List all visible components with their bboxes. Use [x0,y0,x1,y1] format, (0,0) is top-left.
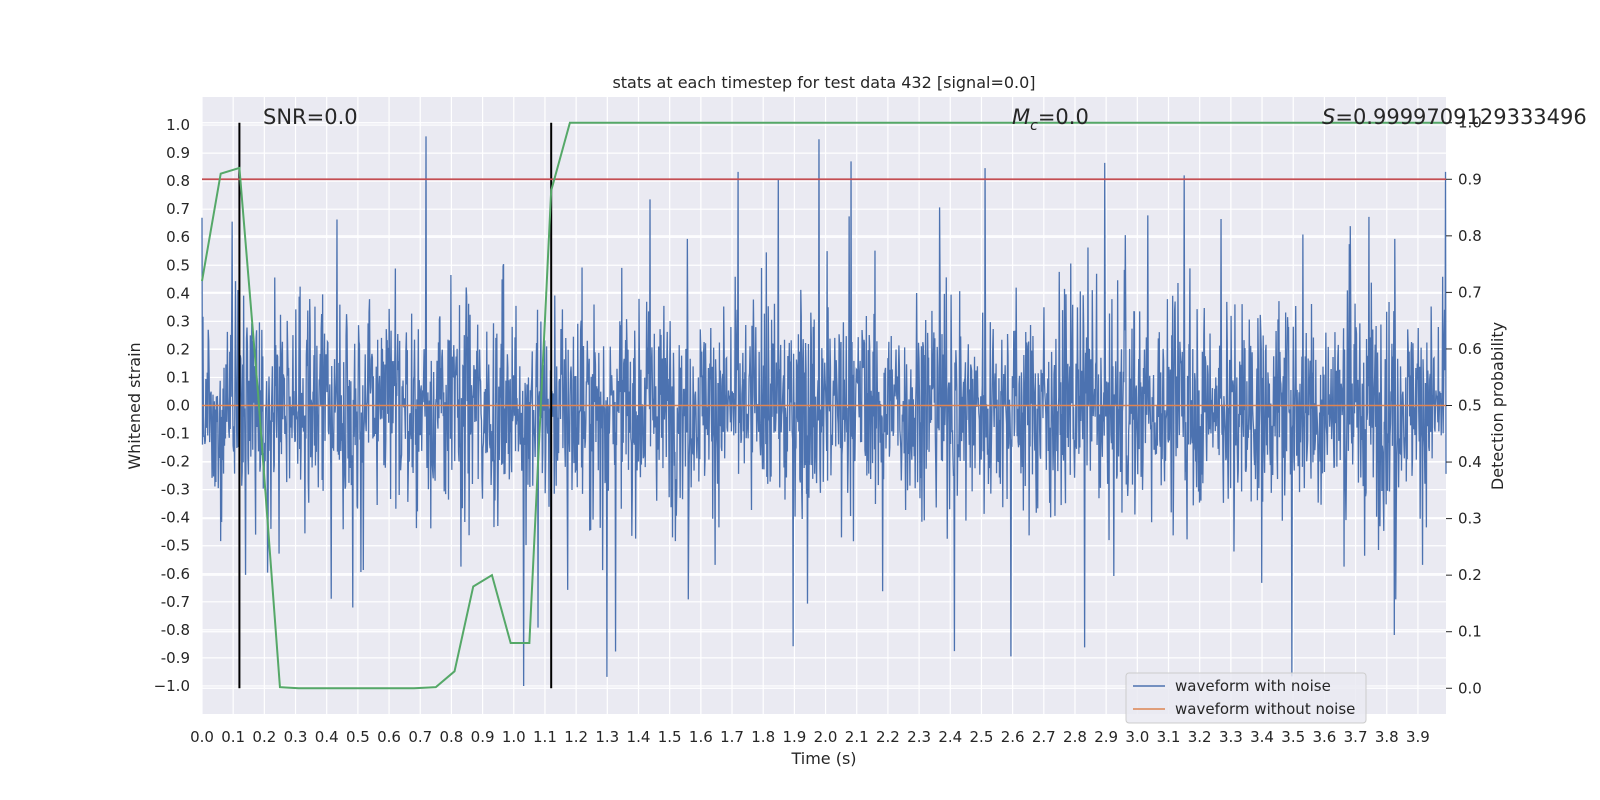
y2-tick-label: 0.7 [1458,283,1482,301]
y-tick-label: 0.6 [166,228,190,246]
y-tick-label: -0.6 [161,565,190,583]
legend-label-clean: waveform without noise [1175,700,1355,718]
y-tick-label: 0.2 [166,340,190,358]
x-tick-label: 0.9 [471,728,495,746]
y2-tick-labels: 1.0 0.9 0.8 0.7 0.6 0.5 0.4 0.3 0.2 0.1 0.0 [1446,114,1482,697]
y-tick-label: 0.3 [166,312,190,330]
legend-box [1125,672,1367,724]
x-tick-label: 0.2 [252,728,276,746]
x-tick-label: 3.3 [1219,728,1243,746]
x-tick-label: 0.3 [284,728,308,746]
y2-tick-label: 0.6 [1458,340,1482,358]
legend: waveform with noise waveform without noi… [1125,672,1367,724]
x-tick-label: 2.9 [1094,728,1118,746]
x-tick-label: 2.2 [876,728,900,746]
snr-annotation: SNR=0.0 [263,105,358,129]
series-detection-probability [201,121,1446,690]
x-tick-label: 0.0 [190,728,214,746]
y2-tick-label: 0.0 [1458,679,1482,697]
y-tick-label: -0.2 [161,453,190,471]
y2-tick-label: 0.9 [1458,170,1482,188]
x-tick-label: 0.6 [377,728,401,746]
x-tick-label: 3.7 [1344,728,1368,746]
y-tick-label: -0.9 [161,649,190,667]
x-tick-label: 3.1 [1157,728,1181,746]
x-tick-label: 1.4 [627,728,651,746]
y2-tick-label: 0.4 [1458,453,1482,471]
y-tick-label: 0.4 [166,284,190,302]
x-tick-label: 2.0 [814,728,838,746]
y2-tick-label: 1.0 [1458,114,1482,132]
x-tick-label: 1.5 [658,728,682,746]
y-tick-label: 0.5 [166,256,190,274]
x-tick-labels: 0.0 0.1 0.2 0.3 0.4 0.5 0.6 0.7 0.8 0.9 1.0 1.1 1.2 1… [190,728,1430,746]
detection-probability-line [201,121,1446,690]
x-tick-label: 0.8 [439,728,463,746]
x-tick-label: 3.4 [1250,728,1274,746]
x-axis-label: Time (s) [790,749,856,768]
y-tick-labels: 1.0 0.9 0.8 0.7 0.6 0.5 0.4 0.3 0.2 0.1 0.0 -0.1 -0.… [154,116,190,695]
x-tick-label: 3.8 [1375,728,1399,746]
chirp-mass-annotation: Mc=0.0 [1012,105,1089,134]
vertical-markers [238,122,553,689]
y2-axis-label: Detection probability [1488,322,1507,490]
x-tick-label: 3.5 [1281,728,1305,746]
y2-tick-label: 0.3 [1458,510,1482,528]
y-tick-label: 0.1 [166,368,190,386]
y-tick-label: -0.4 [161,509,190,527]
x-tick-label: 3.0 [1125,728,1149,746]
chart-title: stats at each timestep for test data 432… [612,73,1035,92]
y2-tick-label: 0.1 [1458,623,1482,641]
y2-tick-label: 0.5 [1458,397,1482,415]
y-axis-label: Whitened strain [125,342,144,469]
x-tick-label: 2.7 [1032,728,1056,746]
y-tick-label: 0.9 [166,144,190,162]
y-tick-label: -0.1 [161,425,190,443]
x-tick-label: 1.9 [782,728,806,746]
x-tick-label: 1.0 [502,728,526,746]
x-tick-label: 2.6 [1001,728,1025,746]
legend-label-noise: waveform with noise [1175,677,1331,695]
x-tick-label: 1.8 [751,728,775,746]
y2-tick-label: 0.2 [1458,566,1482,584]
y-tick-label: -0.8 [161,621,190,639]
x-tick-label: 1.7 [720,728,744,746]
x-tick-label: 0.1 [221,728,245,746]
y-tick-label: -0.7 [161,593,190,611]
x-tick-label: 0.7 [408,728,432,746]
x-tick-label: 2.4 [938,728,962,746]
y-tick-label: 0.7 [166,200,190,218]
y2-tick-label: 0.8 [1458,227,1482,245]
x-tick-label: 1.3 [595,728,619,746]
x-tick-label: 3.9 [1406,728,1430,746]
x-tick-label: 0.5 [346,728,370,746]
x-tick-label: 1.2 [564,728,588,746]
y-tick-label: −1.0 [154,677,190,695]
x-tick-label: 3.6 [1312,728,1336,746]
x-tick-label: 2.5 [970,728,994,746]
score-annotation: S=0.9999709129333496 [1322,105,1587,129]
x-tick-label: 1.6 [689,728,713,746]
y-tick-label: 1.0 [166,116,190,134]
y-tick-label: -0.5 [161,537,190,555]
x-tick-label: 2.3 [907,728,931,746]
x-tick-label: 0.4 [315,728,339,746]
x-tick-label: 1.1 [533,728,557,746]
y-tick-label: 0.8 [166,172,190,190]
y-tick-label: 0.0 [166,397,190,415]
x-tick-label: 3.2 [1188,728,1212,746]
x-tick-label: 2.1 [845,728,869,746]
y-tick-label: -0.3 [161,481,190,499]
x-tick-label: 2.8 [1063,728,1087,746]
